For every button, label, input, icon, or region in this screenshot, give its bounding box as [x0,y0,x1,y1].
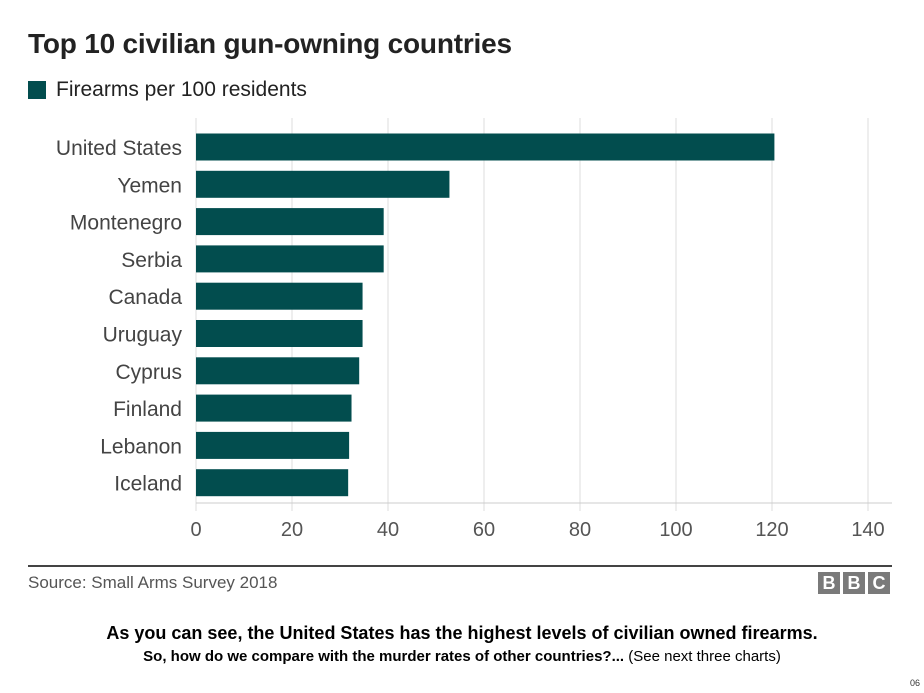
source-note: Source: Small Arms Survey 2018 [28,573,278,592]
bar [196,133,775,161]
caption-note: (See next three charts) [624,648,781,665]
x-tick-label: 80 [569,519,591,541]
bbc-logo: B B C [818,572,890,594]
bar [196,245,384,273]
category-label: Montenegro [70,212,182,235]
bbc-logo-letter: B [843,572,865,594]
x-tick-label: 60 [473,519,495,541]
category-label: Finland [113,398,182,421]
category-label: Yemen [117,174,182,197]
bar-chart: 0 20 40 60 80 100 120 140 United States Yemen Mont… [56,118,892,541]
page-number: 06 [909,678,920,688]
x-tick-label: 20 [281,519,303,541]
bar [196,394,352,422]
bar [196,357,360,385]
caption-headline: As you can see, the United States has th… [106,623,818,643]
x-tick-label: 0 [190,519,201,541]
category-label: Canada [108,286,182,309]
bar [196,431,350,459]
category-label: Uruguay [103,324,183,347]
legend-swatch [28,81,46,99]
category-label: Cyprus [115,361,182,384]
category-label: Lebanon [100,435,182,458]
category-label: United States [56,137,182,160]
x-tick-label: 140 [851,519,884,541]
chart-title: Top 10 civilian gun-owning countries [28,28,512,59]
bar [196,469,349,497]
x-tick-label: 100 [659,519,692,541]
legend: Firearms per 100 residents [28,78,307,102]
bar [196,282,363,310]
category-label: Iceland [114,473,182,496]
legend-label: Firearms per 100 residents [56,78,307,101]
bbc-logo-letter: B [818,572,840,594]
category-label: Serbia [121,249,182,272]
caption-question: So, how do we compare with the murder ra… [143,648,625,665]
x-tick-label: 120 [755,519,788,541]
bar [196,320,363,347]
caption-subline: So, how do we compare with the murder ra… [0,648,924,665]
bar [196,208,384,236]
bar [196,170,450,198]
bbc-logo-letter: C [868,572,890,594]
x-tick-label: 40 [377,519,399,541]
footer-divider [28,565,892,567]
